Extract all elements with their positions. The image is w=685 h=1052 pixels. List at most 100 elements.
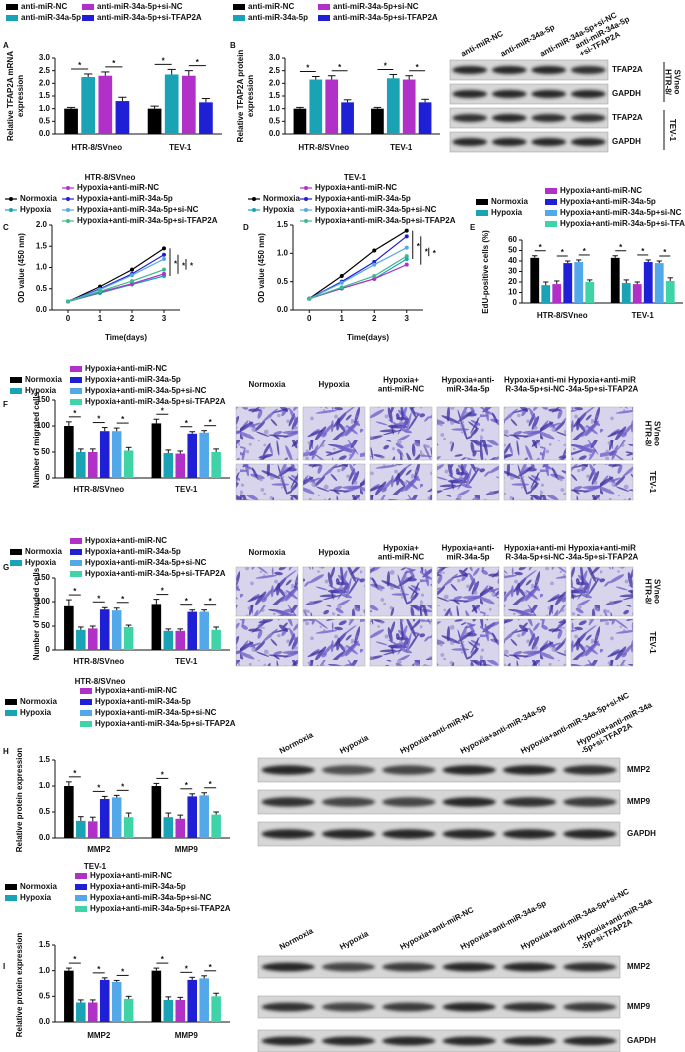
bar: [175, 453, 186, 478]
blot-group-label: SVneo: [672, 70, 681, 95]
micrograph: [436, 463, 500, 501]
line: [67, 269, 165, 303]
micrograph-column-label: Normoxia: [249, 548, 286, 557]
bar: [163, 630, 174, 650]
legend-label: anti-miR-34a-5p+si-NC: [97, 2, 183, 11]
chart-title: TEV-1: [84, 862, 107, 871]
blot-band: [531, 66, 567, 74]
significance-mark: *: [185, 781, 189, 790]
significance-mark: *: [97, 784, 101, 793]
marker: [372, 248, 377, 253]
blot-band: [502, 1002, 557, 1012]
significance-mark: *: [78, 61, 82, 70]
bar: [76, 820, 86, 838]
legend-marker: [66, 186, 70, 190]
legend-swatch: [70, 560, 82, 566]
legend-label: Hypoxia: [263, 205, 295, 214]
bar: [371, 108, 384, 134]
legend-label: Hypoxia+anti-miR-34a-5p+si-TFAP2A: [77, 216, 218, 225]
blot-band: [502, 829, 557, 839]
legend-swatch: [476, 210, 488, 216]
legend-label: Hypoxia+anti-miR-NC: [85, 364, 167, 373]
y-tick-label: 0.0: [39, 129, 51, 138]
blot-group-label: TEV-1: [668, 119, 677, 142]
legend-swatch: [6, 15, 18, 21]
blot-band: [261, 1036, 315, 1046]
marker: [162, 267, 166, 272]
blot-band: [442, 962, 496, 972]
legend-swatch: [10, 388, 22, 394]
blot-background: [449, 83, 609, 105]
y-tick-label: 2.0: [36, 220, 48, 229]
significance-mark: *: [209, 780, 213, 789]
x-tick-label: HTR-8/SVneo: [298, 143, 349, 152]
x-tick-label: 0: [66, 314, 71, 323]
micrograph-column-label: Hypoxia+anti-miR: [568, 544, 636, 553]
bar: [386, 78, 400, 134]
micrograph-row-label: SVneo: [652, 579, 661, 604]
legend-swatch: [80, 721, 92, 727]
blot-band: [502, 797, 557, 807]
x-tick-label: 0: [307, 314, 312, 323]
bar: [199, 978, 209, 1022]
legend-swatch: [5, 710, 17, 716]
bar: [654, 263, 664, 303]
bar: [163, 453, 174, 478]
legend-swatch: [70, 549, 82, 555]
legend-swatch: [80, 688, 92, 694]
significance-mark: *: [185, 419, 189, 428]
y-tick-label: 0.5: [36, 284, 48, 293]
legend-swatch: [318, 4, 330, 10]
marker: [307, 296, 312, 301]
significance-mark: *: [209, 418, 213, 427]
significance-mark: *: [338, 63, 342, 72]
y-tick-label: 50: [41, 621, 50, 630]
x-tick-label: MMP9: [175, 1031, 199, 1040]
significance-mark: *: [619, 243, 623, 252]
blot-band: [531, 114, 567, 122]
marker: [404, 257, 409, 261]
blot-band: [261, 797, 315, 807]
blot-band: [261, 829, 315, 839]
legend-label: Hypoxia+anti-miR-34a-5p+si-NC: [85, 386, 207, 395]
bar: [64, 970, 74, 1022]
bar: [151, 970, 162, 1022]
line: [308, 247, 408, 300]
bar: [123, 626, 134, 650]
y-tick-label: 2.5: [39, 66, 51, 75]
blot-row-label: GAPDH: [612, 89, 641, 98]
significance-mark: *: [306, 64, 310, 73]
bar: [99, 431, 110, 478]
blot-band: [382, 829, 436, 839]
bar: [341, 102, 354, 134]
legend-swatch: [75, 884, 87, 890]
line: [309, 255, 408, 300]
micrograph: [436, 406, 500, 461]
legend-swatch: [545, 188, 557, 194]
significance-mark: *: [433, 249, 437, 258]
significance-mark: *: [161, 771, 165, 780]
bar: [632, 284, 642, 303]
marker: [130, 279, 134, 284]
legend-label: Hypoxia+anti-miR-34a-5p+si-NC: [95, 708, 217, 717]
legend-label: Hypoxia+anti-miR-34a-5p: [90, 882, 186, 891]
significance-mark: *: [121, 595, 125, 604]
significance-mark: *: [121, 415, 125, 424]
legend-label: Normoxia: [20, 697, 57, 706]
blot-column-label: Hypoxia+anti-miR-34a: [575, 700, 654, 748]
bar: [643, 262, 653, 303]
x-tick-label: 3: [162, 314, 167, 323]
legend-marker: [66, 219, 70, 223]
bar: [147, 108, 162, 134]
blot-band: [261, 1002, 315, 1012]
blot-band: [502, 962, 557, 972]
micrograph-column-label: Hypoxia+anti-: [442, 544, 495, 553]
bar: [325, 79, 339, 134]
blot-band: [382, 765, 436, 775]
legend-label: Hypoxia+anti-miR-34a-5p+si-TFAP2A: [90, 904, 231, 913]
micrograph-column-label: -34a-5p+si-TFAP2A: [566, 553, 639, 562]
blot-row-label: TFAP2A: [612, 113, 643, 122]
significance-mark: *: [185, 964, 189, 973]
y-tick-label: 0.5: [39, 807, 51, 816]
blot-band: [570, 90, 606, 98]
